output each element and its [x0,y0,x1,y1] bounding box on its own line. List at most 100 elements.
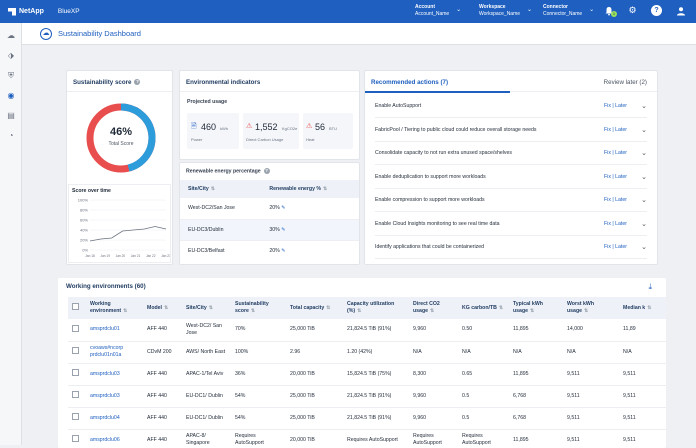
action-item[interactable]: Enable AutoSupport Fix | Later ⌄ [375,95,647,118]
we-cell: 9,960 [409,319,458,342]
edit-icon[interactable]: ✎ [281,205,286,212]
we-table: Working environment ⇅ Model ⇅ Site/City ⇅ Sust… [68,297,666,448]
row-select-cell[interactable] [68,385,86,408]
edit-icon[interactable]: ✎ [281,247,286,254]
we-cell: 11,89 [619,319,666,342]
fix-later-link[interactable]: Fix | Later [604,197,627,203]
connector-selector[interactable]: Connector Connector_Name ⌄ [543,4,594,18]
we-cell: 21,824.5 TiB (91%) [343,407,409,430]
we-col-header[interactable]: Model ⇅ [143,297,182,319]
chevron-down-icon[interactable]: ⌄ [641,103,647,110]
chevron-down-icon: ⌄ [589,7,595,13]
we-col-header[interactable]: Sustainability score ⇅ [231,297,286,319]
we-name-link[interactable]: amsprdclu04 [86,407,143,430]
we-col-header[interactable]: KG carbon/TB ⇅ [458,297,509,319]
heat-label: Heat [306,137,315,142]
select-all-cell[interactable] [68,297,86,319]
we-name-link[interactable]: amsprdclu06 [86,429,143,448]
we-cell: 9,511 [563,407,619,430]
nav-storage-icon[interactable]: ☁ [7,31,15,40]
nav-mobility-icon[interactable]: ⬗ [7,51,15,60]
row-select-cell[interactable] [68,363,86,386]
nav-governance-icon[interactable]: ▤ [7,111,15,120]
action-item[interactable]: Enable deduplication to support more wor… [375,166,647,189]
we-col-header[interactable]: Typical kWh usage ⇅ [509,297,563,319]
action-item[interactable]: FabricPool / Tiering to public cloud cou… [375,119,647,142]
we-cell: AFF 440 [143,319,182,342]
row-checkbox[interactable] [72,413,79,420]
chevron-down-icon[interactable]: ⌄ [641,197,647,204]
chevron-down-icon[interactable]: ⌄ [641,173,647,181]
action-item[interactable]: Enable Cloud Insights monitoring to see … [375,213,647,236]
we-col-header[interactable]: Capacity utilization (%) ⇅ [343,297,409,319]
power-label: Power [191,137,203,142]
row-checkbox[interactable] [72,435,79,442]
we-name-link[interactable]: amsprdclu01 [86,319,143,342]
renewable-energy-card: Renewable energy percentage? Site/City ⇅ … [179,162,360,265]
chevron-down-icon[interactable]: ⌄ [641,244,647,251]
action-item[interactable]: Identify applications that could be cont… [375,236,647,259]
row-checkbox[interactable] [72,391,79,398]
user-button[interactable] [675,5,686,16]
chevron-down-icon[interactable]: ⌄ [641,150,647,157]
action-item[interactable]: Enable compression to support more workl… [375,189,647,212]
actions-tab[interactable]: Recommended actions (7) [371,79,449,86]
site-cell: EU-DC3/Dublin [188,226,224,233]
we-col-header[interactable]: Site/City ⇅ [182,297,231,319]
help-button[interactable]: ? [651,5,662,16]
action-text: Enable deduplication to support more wor… [375,173,486,180]
we-col-header[interactable]: Working environment ⇅ [86,297,143,319]
carbon-label: Direct Carbon Usage [246,137,284,142]
download-icon[interactable]: ⤓ [648,282,652,291]
we-cell: Requires AutoSupport [343,429,409,448]
review-later-tab[interactable]: Review later (2) [603,79,647,86]
workspace-selector[interactable]: Workspace Workspace_Name ⌄ [479,4,532,18]
row-checkbox[interactable] [72,324,79,332]
we-cell: 9,511 [563,385,619,408]
renewable-cell: 20% ✎ [261,198,359,219]
sort-icon: ⇅ [326,304,331,311]
we-name-link[interactable]: amsprdclu03 [86,385,143,408]
environmental-indicators-card: Environmental indicators Projected usage… [179,70,360,160]
table-row: amsprdclu04 AFF 440 EU-DC1/ Dublin 54% 25,00… [68,407,666,430]
fix-later-link[interactable]: Fix | Later [604,220,627,227]
we-col-label: Model [147,304,162,311]
col-renew-header[interactable]: Renewable energy % ⇅ [261,180,359,198]
info-icon[interactable]: ? [263,168,270,174]
netapp-logo[interactable]: NetApp [8,7,44,16]
fix-later-link[interactable]: Fix | Later [604,150,627,156]
chevron-down-icon[interactable]: ⌄ [641,126,647,134]
notification-badge: 1 [611,11,617,17]
action-item[interactable]: Consolidate capacity to not run extra un… [375,142,647,165]
account-selector[interactable]: Account Account_Name ⌄ [415,4,461,18]
fix-later-link[interactable]: Fix | Later [604,126,627,133]
settings-button[interactable]: ⚙ [627,5,638,16]
chevron-down-icon[interactable]: ⌄ [641,220,647,228]
row-select-cell[interactable] [68,341,86,364]
notifications-button[interactable]: 1 [603,5,617,17]
row-select-cell[interactable] [68,407,86,430]
we-col-header[interactable]: Direct CO2 usage ⇅ [409,297,458,319]
we-col-header[interactable]: Median k ⇅ [619,297,666,319]
col-site-header[interactable]: Site/City ⇅ [180,180,261,198]
we-name-link[interactable]: amsprdclu03 [86,363,143,386]
we-cell: N/A [509,341,563,364]
we-name-link[interactable]: cvoaws#ncorp prdclu01n01a [86,341,143,364]
nav-sustainability-icon[interactable]: ◉ [7,91,15,100]
fix-later-link[interactable]: Fix | Later [604,173,627,180]
row-checkbox[interactable] [72,347,79,354]
bell-icon [605,6,612,15]
info-icon[interactable]: ? [134,79,141,86]
select-all-checkbox[interactable] [72,303,79,310]
we-col-header[interactable]: Worst kWh usage ⇅ [563,297,619,319]
fix-later-link[interactable]: Fix | Later [604,244,627,250]
fix-later-link[interactable]: Fix | Later [604,103,627,109]
carbon-value: 1,552 [255,122,278,132]
row-select-cell[interactable] [68,319,86,342]
edit-icon[interactable]: ✎ [281,226,286,233]
nav-health-icon[interactable]: ◔ [8,131,14,140]
row-checkbox[interactable] [72,369,79,376]
we-col-header[interactable]: Total capacity ⇅ [286,297,343,319]
row-select-cell[interactable] [68,429,86,448]
nav-protection-icon[interactable]: ⛨ [8,71,14,80]
